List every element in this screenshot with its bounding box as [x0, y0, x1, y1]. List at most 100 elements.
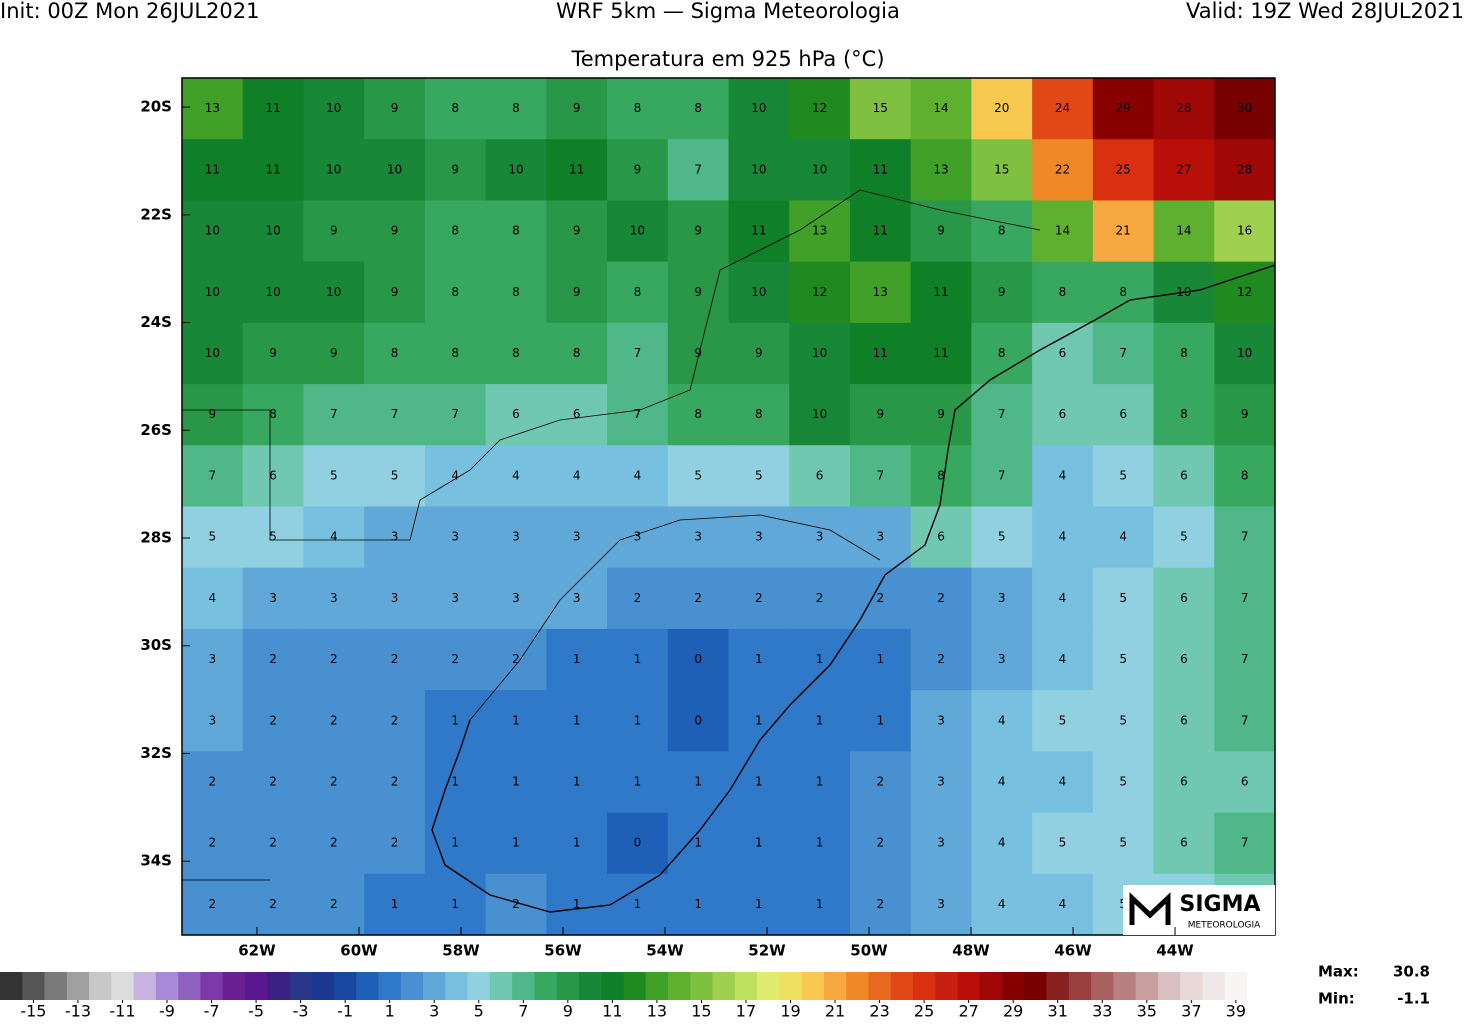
temperature-cell [789, 139, 851, 201]
colorbar-swatch [868, 972, 892, 1000]
temperature-cell [424, 200, 487, 263]
temperature-cell [303, 322, 365, 385]
temperature-value: 8 [573, 346, 581, 360]
temperature-value: 3 [998, 591, 1006, 605]
temperature-value: 8 [451, 101, 459, 115]
temperature-value: 2 [269, 836, 277, 850]
temperature-value: 2 [330, 713, 338, 727]
temperature-value: 4 [330, 530, 338, 544]
temperature-value: 7 [634, 346, 642, 360]
temperature-cell [1092, 567, 1155, 630]
temperature-cell [667, 139, 729, 201]
lat-tick-label: 30S [140, 636, 172, 654]
colorbar-label: -11 [109, 1002, 135, 1021]
temperature-value: 2 [391, 652, 399, 666]
map-frame [181, 77, 1276, 936]
temperature-cell [364, 261, 426, 324]
temperature-cell [364, 812, 426, 875]
temperature-value: 1 [755, 897, 763, 911]
temperature-cell [607, 567, 669, 630]
temperature-value: 6 [1241, 774, 1249, 788]
temperature-value: 13 [873, 285, 888, 299]
temperature-value: 8 [451, 224, 459, 238]
temperature-value: 3 [209, 713, 217, 727]
temperature-cell [849, 78, 912, 140]
temperature-value: 2 [330, 836, 338, 850]
temperature-cell [789, 445, 851, 507]
temperature-cell [728, 384, 790, 446]
colorbar-swatch [690, 972, 713, 1000]
temperature-cell [849, 384, 912, 446]
temperature-value: 3 [937, 713, 945, 727]
temperature-cell [546, 751, 608, 814]
temperature-cell [303, 567, 365, 630]
temperature-cell [546, 873, 608, 935]
temperature-cell [242, 567, 304, 630]
temperature-cell [424, 690, 487, 752]
temperature-value: 11 [933, 346, 948, 360]
temperature-cell [971, 200, 1033, 263]
temperature-cell [607, 751, 669, 814]
temperature-cell [849, 445, 912, 507]
temperature-cell [728, 628, 790, 691]
temperature-cell [607, 78, 669, 140]
colorbar-swatch [1157, 972, 1181, 1000]
temperature-value: 9 [573, 224, 581, 238]
temperature-value: 2 [937, 652, 945, 666]
temperature-value: 5 [1059, 713, 1067, 727]
temperature-cell [607, 628, 669, 691]
temperature-cell [182, 628, 244, 691]
temperature-value: 8 [512, 285, 520, 299]
temperature-cell [1032, 812, 1094, 875]
temperature-value: 27 [1176, 162, 1191, 176]
temperature-value: 4 [1059, 530, 1067, 544]
temperature-value: 4 [998, 836, 1006, 850]
temperature-cell [1214, 78, 1275, 140]
temperature-value: 1 [573, 652, 581, 666]
temperature-value: 7 [330, 407, 338, 421]
valid-time: Valid: 19Z Wed 28JUL2021 [1186, 0, 1464, 23]
temperature-cell [182, 690, 244, 752]
temperature-value: 6 [1059, 407, 1067, 421]
init-time: Init: 00Z Mon 26JUL2021 [0, 0, 260, 23]
temperature-cell [1032, 690, 1094, 752]
temperature-value: 4 [634, 468, 642, 482]
colorbar-label: 31 [1048, 1002, 1068, 1021]
temperature-cell [546, 628, 608, 691]
temperature-cell [1214, 384, 1275, 446]
temperature-cell [364, 139, 426, 201]
temperature-value: 1 [512, 774, 520, 788]
temperature-cell [182, 78, 244, 140]
temperature-cell [364, 384, 426, 446]
temperature-value: 5 [694, 468, 702, 482]
temperature-value: 4 [1059, 774, 1067, 788]
temperature-value: 8 [694, 101, 702, 115]
temperature-cell [789, 873, 851, 935]
temperature-cell [485, 628, 547, 691]
temperature-value: 10 [751, 162, 766, 176]
temperature-value: 1 [391, 897, 399, 911]
colorbar-swatch [222, 972, 246, 1000]
temperature-value: 8 [512, 224, 520, 238]
temperature-cell [1092, 200, 1155, 263]
lat-tick-label: 24S [140, 313, 172, 331]
colorbar-label: -3 [293, 1002, 309, 1021]
temperature-cell [910, 628, 972, 691]
temperature-cell [789, 384, 851, 446]
temperature-cell [667, 200, 729, 263]
temperature-value: 7 [451, 407, 459, 421]
temperature-cell [303, 78, 365, 140]
colorbar-swatch [22, 972, 45, 1000]
temperature-cell [485, 322, 547, 385]
temperature-value: 11 [265, 162, 280, 176]
colorbar-swatch [556, 972, 580, 1000]
temperature-value: 12 [812, 285, 827, 299]
temperature-cell [789, 200, 851, 263]
colorbar-swatch [44, 972, 68, 1000]
temperature-cell [364, 78, 426, 140]
temperature-value: 2 [694, 591, 702, 605]
temperature-cell [1092, 139, 1155, 201]
logo-sub: METEOROLOGIA [1188, 921, 1261, 931]
temperature-cell [1032, 567, 1094, 630]
temperature-value: 1 [573, 713, 581, 727]
